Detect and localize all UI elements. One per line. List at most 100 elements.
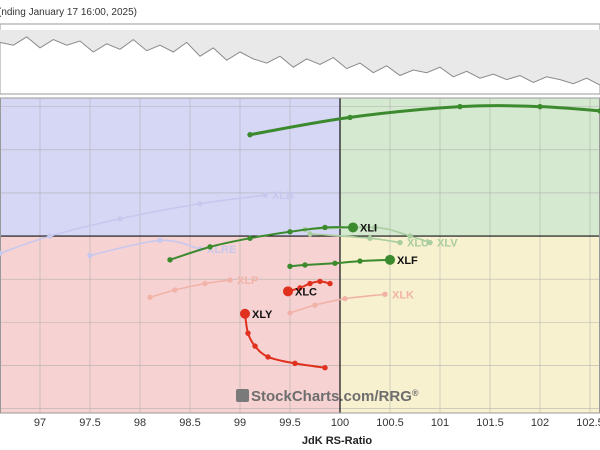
series-head-point — [385, 254, 395, 265]
series-point — [372, 224, 378, 231]
x-tick-label: 97 — [34, 417, 46, 429]
series-point — [227, 277, 233, 283]
series-point — [347, 114, 353, 121]
quadrant-weakening — [340, 236, 600, 413]
series-label: XLC — [295, 286, 317, 298]
series-point — [262, 192, 268, 198]
series-xli: XLI — [167, 222, 377, 263]
series-point — [312, 302, 318, 308]
series-xlc: XLC — [283, 278, 333, 298]
x-tick-label: 100.5 — [376, 417, 404, 429]
series-head-point — [348, 222, 358, 233]
series-point — [247, 131, 253, 138]
series-point — [172, 287, 178, 293]
benchmark-area — [0, 30, 600, 86]
series-point — [47, 233, 53, 239]
series-tail-line — [248, 104, 600, 137]
series-point — [407, 233, 413, 239]
quadrant-leading — [340, 98, 600, 237]
series-point — [307, 280, 313, 287]
series-point — [287, 263, 293, 269]
series-point — [117, 216, 123, 222]
series-label: XLU — [407, 238, 429, 250]
period-text: (nding January 17 16:00, 2025) — [0, 7, 137, 18]
benchmark-line — [0, 36, 600, 86]
series-point — [397, 239, 403, 246]
rrg-main-panel: StockCharts.com/RRG® XLB XLRE XLV XLU XLP XLK… — [0, 97, 600, 414]
series-point — [87, 252, 93, 259]
series-label: XLK — [392, 289, 414, 301]
series-point — [245, 330, 251, 336]
x-tick-label: 101 — [431, 417, 449, 429]
series-point — [0, 250, 3, 257]
series-label: XLI — [360, 222, 377, 234]
series-point — [317, 278, 323, 285]
series-point — [307, 231, 313, 237]
series-xlp: XLP — [147, 275, 258, 301]
x-tick-label: 99.5 — [279, 417, 300, 429]
x-tick-label: 98.5 — [179, 417, 200, 429]
series-point — [287, 310, 293, 316]
series-point — [332, 260, 338, 266]
series-label: XLY — [252, 309, 273, 321]
series-tail-line — [289, 293, 386, 314]
series-point — [427, 239, 433, 246]
series-point — [297, 285, 303, 291]
series-label: XLRE — [207, 244, 236, 256]
series-point — [157, 237, 163, 244]
series-point — [382, 291, 388, 298]
series-label: XLP — [237, 275, 258, 287]
x-tick-label: 98 — [134, 417, 146, 429]
x-tick-label: 102 — [531, 417, 549, 429]
series-point — [167, 257, 173, 263]
series-unlabeled — [247, 103, 600, 138]
quadrant-lagging — [0, 236, 340, 413]
quadrant-improving — [0, 98, 340, 237]
series-xlu: XLU — [307, 231, 429, 250]
series-xlf: XLF — [287, 254, 418, 269]
series-point — [597, 108, 600, 114]
series-point — [342, 295, 348, 302]
x-axis-title: JdK RS-Ratio — [302, 435, 373, 447]
series-xlk: XLK — [287, 289, 414, 316]
series-point — [292, 360, 298, 367]
series-label: XLF — [397, 255, 418, 267]
series-point — [302, 262, 308, 268]
series-label: XLB — [272, 190, 294, 202]
series-point — [322, 364, 328, 371]
x-axis: 97 97.5 98 98.5 99 99.5 100 100.5 101 101.5 102 102… — [34, 417, 600, 447]
series-xly: XLY — [240, 308, 328, 371]
series-point — [147, 294, 153, 301]
series-point — [322, 224, 328, 231]
series-point — [207, 244, 213, 250]
series-point — [287, 229, 293, 235]
series-xlb: XLB — [0, 190, 294, 257]
watermark: StockCharts.com/RRG® — [236, 388, 419, 405]
x-tick-labels: 97 97.5 98 98.5 99 99.5 100 100.5 101 101.5 102 102… — [34, 417, 600, 429]
x-tick-label: 97.5 — [79, 417, 100, 429]
x-tick-label: 101.5 — [476, 417, 504, 429]
x-tick-label: 99 — [234, 417, 246, 429]
series-head-point — [283, 286, 293, 297]
series-head-point — [240, 308, 250, 319]
series-point — [367, 235, 373, 241]
series-xlre: XLRE — [87, 237, 236, 259]
series-tail-line — [149, 279, 231, 299]
series-label: XLV — [437, 238, 458, 250]
x-tick-label: 100 — [331, 417, 349, 429]
watermark-text: StockCharts.com/RRG® — [251, 388, 419, 405]
x-tick-label: 102.5 — [576, 417, 600, 429]
series-point — [202, 280, 208, 287]
series-point — [197, 201, 203, 207]
series-point — [265, 354, 271, 360]
watermark-logo-icon — [236, 389, 249, 402]
benchmark-panel — [0, 23, 600, 95]
series-point — [247, 235, 253, 241]
series-point — [327, 280, 333, 287]
series-point — [537, 103, 543, 110]
series-point — [357, 258, 363, 264]
series-point — [252, 343, 258, 349]
series-layer: XLB XLRE XLV XLU XLP XLK XLI XLF XLC XLY — [0, 103, 600, 371]
series-point — [457, 103, 463, 110]
